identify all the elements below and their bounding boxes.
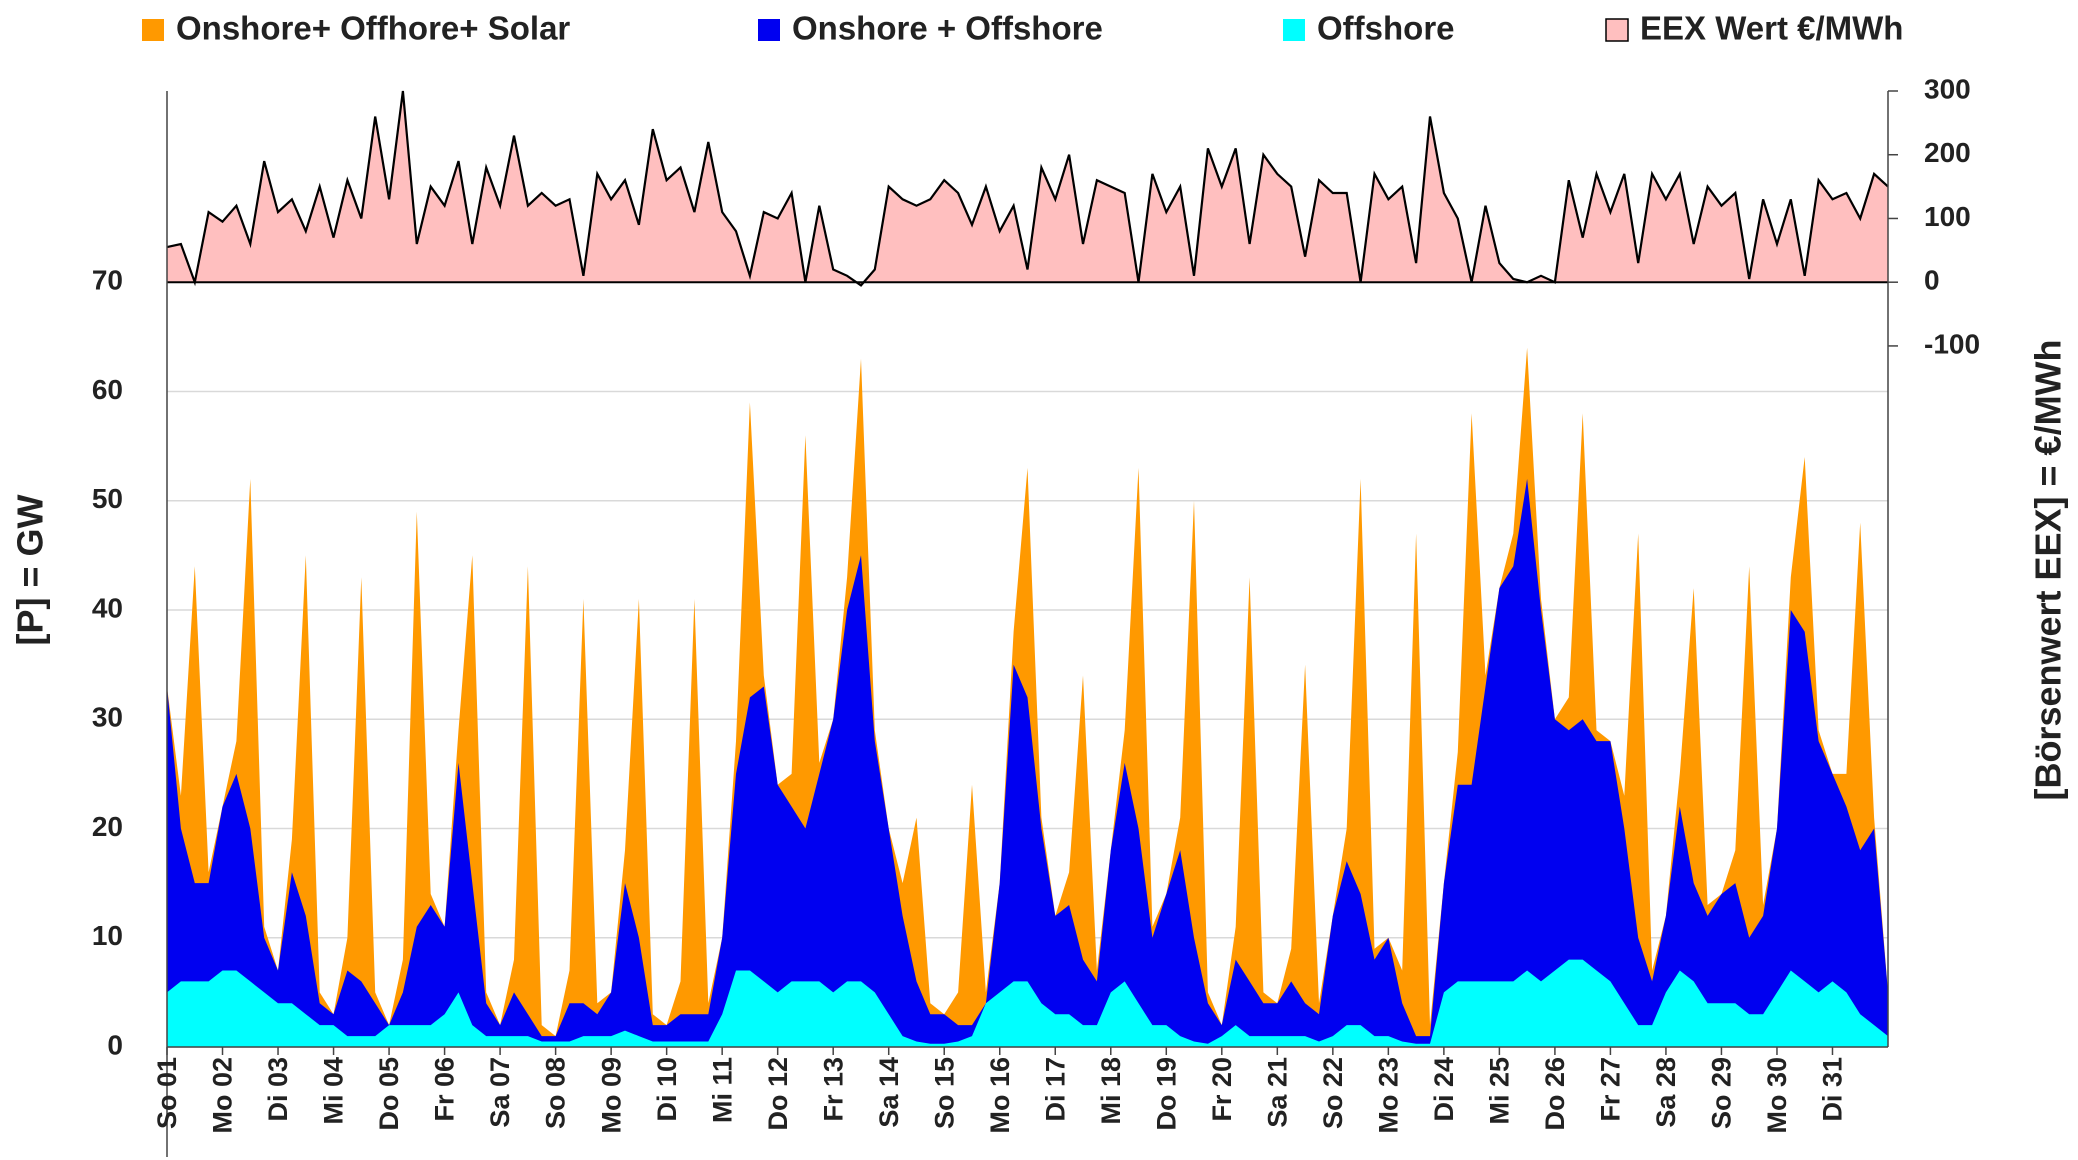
x-tick-label: So 15 [929, 1057, 959, 1129]
legend-swatch [1605, 18, 1629, 42]
area [167, 959, 1888, 1047]
y2-tick-label: 100 [1924, 201, 1971, 232]
x-tick-label: Mi 25 [1485, 1057, 1515, 1125]
x-tick-label: Mo 23 [1373, 1057, 1403, 1134]
y2-tick-label: 0 [1924, 265, 1940, 296]
y2-tick-label: 300 [1924, 73, 1971, 104]
x-tick-label: So 29 [1707, 1057, 1737, 1129]
y-tick-label: 0 [107, 1029, 123, 1060]
x-tick-label: Sa 21 [1262, 1057, 1292, 1128]
y-tick-label: 40 [92, 592, 123, 623]
x-tick-label: Fr 13 [818, 1057, 848, 1122]
area [167, 478, 1888, 1047]
y-axis-title: [P] = GW [10, 494, 51, 645]
legend-swatch [758, 19, 780, 41]
x-tick-label: Di 31 [1818, 1057, 1848, 1122]
x-tick-label: Sa 07 [485, 1057, 515, 1128]
x-tick-label: So 01 [152, 1057, 182, 1129]
legend-label: EEX Wert €/MWh [1640, 10, 1903, 47]
legend-swatch [142, 19, 164, 41]
x-tick-label: Mo 16 [985, 1057, 1015, 1134]
y-tick-label: 50 [92, 483, 123, 514]
y-tick-label: 30 [92, 702, 123, 733]
y-tick-label: 70 [92, 265, 123, 296]
x-tick-label: Mo 30 [1762, 1057, 1792, 1134]
x-tick-label: Do 19 [1151, 1057, 1181, 1131]
x-tick-label: Fr 20 [1207, 1057, 1237, 1122]
y-tick-label: 20 [92, 811, 123, 842]
price-line [166, 90, 1889, 287]
x-tick-label: Mi 04 [319, 1057, 349, 1125]
x-tick-label: Di 10 [652, 1057, 682, 1122]
x-tick-label: Sa 28 [1651, 1057, 1681, 1128]
x-tick-label: Di 24 [1429, 1057, 1459, 1122]
y2-tick-label: -100 [1924, 328, 1980, 359]
legend-swatch [1283, 19, 1305, 41]
x-tick-label: So 08 [541, 1057, 571, 1129]
legend-label: Offshore [1317, 10, 1455, 47]
y-tick-label: 10 [92, 920, 123, 951]
x-tick-label: Mo 02 [208, 1057, 238, 1134]
y2-axis-title: [Börsenwert EEX] = €/MWh [2028, 339, 2069, 800]
x-tick-label: Mi 18 [1096, 1057, 1126, 1125]
x-tick-label: Sa 14 [874, 1057, 904, 1128]
price-area [167, 91, 1888, 286]
x-tick-label: So 22 [1318, 1057, 1348, 1129]
x-tick-label: Do 26 [1540, 1057, 1570, 1131]
y2-tick-label: 200 [1924, 137, 1971, 168]
legend-label: Onshore + Offshore [792, 10, 1103, 47]
x-tick-label: Fr 27 [1596, 1057, 1626, 1122]
x-tick-label: Mi 11 [707, 1057, 737, 1123]
x-tick-label: Do 05 [374, 1057, 404, 1131]
y-tick-label: 60 [92, 374, 123, 405]
legend-label: Onshore+ Offhore+ Solar [176, 10, 570, 47]
x-tick-label: Di 17 [1040, 1057, 1070, 1122]
x-tick-label: Mo 09 [596, 1057, 626, 1134]
x-tick-label: Fr 06 [430, 1057, 460, 1122]
x-tick-label: Do 12 [763, 1057, 793, 1131]
x-tick-label: Di 03 [263, 1057, 293, 1122]
